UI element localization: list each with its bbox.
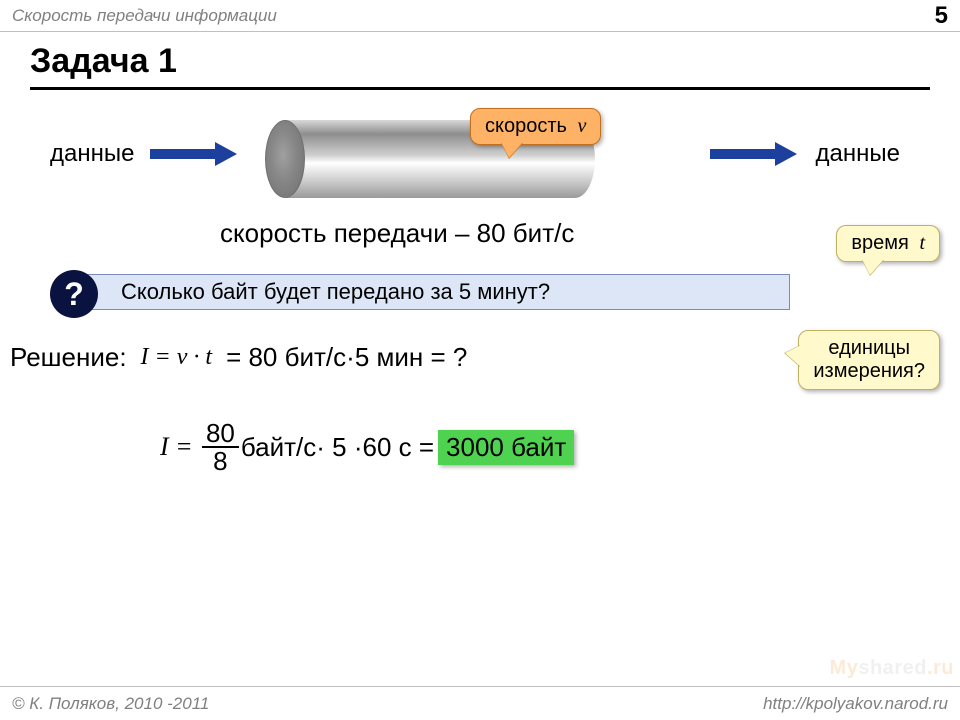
- data-label-left: данные: [50, 140, 134, 168]
- watermark-my: My: [830, 657, 859, 679]
- calc-mid: байт/с· 5 ·60 с =: [241, 432, 434, 463]
- units-line1: единицы: [828, 337, 910, 359]
- question-badge-icon: ?: [50, 270, 98, 318]
- units-line2: измерения?: [813, 360, 925, 382]
- question-row: Сколько байт будет передано за 5 минут? …: [50, 270, 790, 314]
- arrow-in-icon: [150, 148, 240, 160]
- I-equals: I =: [160, 432, 193, 462]
- page-number: 5: [935, 2, 948, 30]
- question-text: Сколько байт будет передано за 5 минут?: [121, 279, 550, 305]
- solution-row: Решение: I = v · t = 80 бит/с·5 мин = ?: [10, 342, 467, 373]
- watermark: Myshared.ru: [830, 657, 954, 680]
- data-label-right: данные: [816, 140, 900, 168]
- header-bar: Скорость передачи информации 5: [0, 0, 960, 32]
- frac-bot: 8: [209, 448, 231, 474]
- fraction-80-8: 80 8: [202, 420, 239, 474]
- header-title: Скорость передачи информации: [12, 6, 277, 26]
- frac-top: 80: [202, 420, 239, 448]
- speed-callout-text: скорость: [485, 115, 567, 137]
- time-var: t: [914, 232, 925, 254]
- speed-var: v: [573, 115, 587, 137]
- result-box: 3000 байт: [438, 430, 574, 465]
- watermark-shared: shared: [858, 657, 927, 679]
- slide-root: Скорость передачи информации 5 Задача 1 …: [0, 0, 960, 720]
- solution-label: Решение:: [10, 342, 127, 373]
- callout-tail-icon: [785, 345, 801, 367]
- callout-tail-icon: [862, 259, 884, 275]
- footer-copyright: © К. Поляков, 2010 -2011: [12, 694, 209, 714]
- units-callout: единицы измерения?: [798, 330, 940, 390]
- footer-url: http://kpolyakov.narod.ru: [763, 694, 948, 714]
- time-callout-text: время: [851, 232, 908, 254]
- speed-callout: скорость v: [470, 108, 601, 145]
- arrow-out-icon: [710, 148, 800, 160]
- watermark-ru: .ru: [927, 657, 954, 679]
- question-box: Сколько байт будет передано за 5 минут?: [78, 274, 790, 310]
- time-callout: время t: [836, 225, 940, 262]
- callout-tail-icon: [501, 142, 523, 158]
- speed-text: скорость передачи – 80 бит/с: [220, 218, 574, 249]
- content-area: данные данные скорость v скорость переда…: [0, 90, 960, 230]
- calc-row: I = 80 8 байт/с· 5 ·60 с = 3000 байт: [160, 420, 574, 474]
- footer: © К. Поляков, 2010 -2011 http://kpolyako…: [0, 686, 960, 720]
- slide-title: Задача 1: [0, 32, 960, 87]
- formula-ivt: I = v · t: [141, 344, 213, 371]
- equation-1: = 80 бит/с·5 мин = ?: [226, 342, 467, 373]
